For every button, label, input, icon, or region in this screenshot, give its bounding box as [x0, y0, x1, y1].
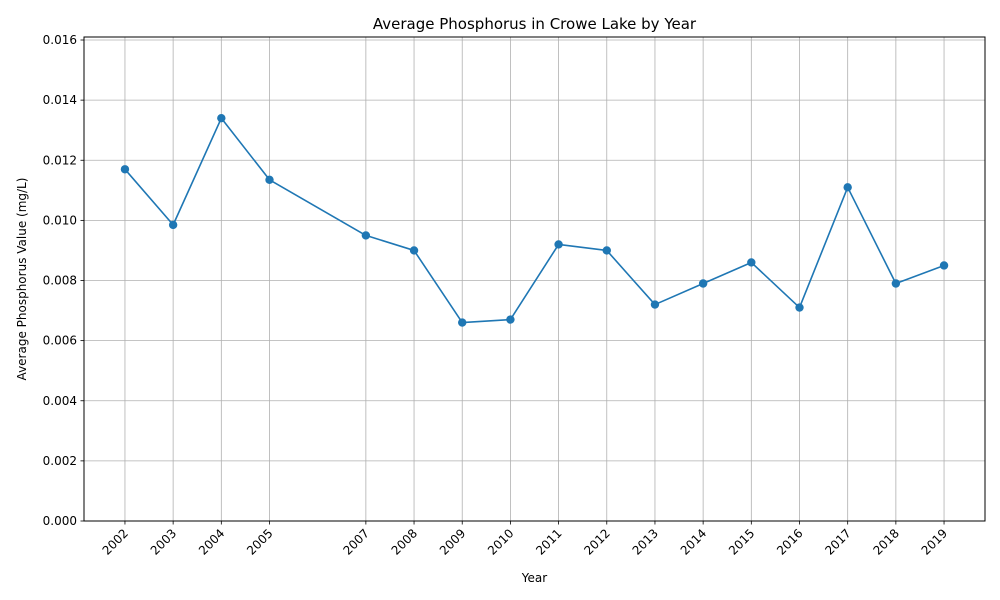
- y-tick-label: 0.008: [43, 274, 77, 288]
- data-point-marker: [458, 318, 467, 327]
- y-tick-label: 0.010: [43, 213, 77, 227]
- data-point-marker: [891, 279, 901, 288]
- x-tick-label: 2003: [148, 526, 179, 557]
- x-tick-label: 2017: [822, 526, 853, 557]
- y-axis-label: Average Phosphorus Value (mg/L): [15, 178, 29, 381]
- data-point-marker: [843, 183, 852, 192]
- data-point-marker: [795, 303, 804, 312]
- x-tick-label: 2014: [678, 526, 709, 557]
- y-axis-ticks: 0.000 0.002 0.004 0.006 0.008 0.010 0.012 0.014…: [43, 33, 84, 528]
- data-point-marker: [747, 258, 756, 267]
- data-point-marker: [506, 315, 515, 324]
- data-point-marker: [168, 220, 178, 230]
- y-tick-label: 0.000: [43, 514, 77, 528]
- y-tick-label: 0.004: [43, 394, 77, 408]
- y-tick-label: 0.012: [43, 153, 77, 167]
- x-tick-label: 2009: [437, 526, 468, 557]
- x-tick-label: 2013: [630, 526, 661, 557]
- data-point-marker: [602, 246, 611, 255]
- x-tick-label: 2012: [581, 526, 612, 557]
- y-tick-label: 0.006: [43, 334, 77, 348]
- x-tick-label: 2004: [196, 526, 227, 557]
- data-point-marker: [939, 261, 949, 270]
- x-tick-label: 2015: [726, 526, 757, 557]
- data-point-marker: [361, 231, 371, 240]
- x-tick-label: 2011: [533, 526, 564, 557]
- y-tick-label: 0.002: [43, 454, 77, 468]
- data-point-marker: [409, 246, 419, 255]
- x-axis-ticks: 2002 2003 2004 2005 2007 2008 2009 2010 2011 2012…: [100, 521, 950, 558]
- x-tick-label: 2018: [870, 526, 901, 557]
- x-tick-label: 2016: [774, 526, 805, 557]
- y-tick-label: 0.014: [43, 93, 77, 107]
- data-point-marker: [120, 165, 130, 174]
- data-point-marker: [217, 113, 226, 123]
- data-point-marker: [554, 240, 563, 249]
- series-layer: [120, 113, 949, 327]
- x-tick-label: 2010: [485, 526, 516, 557]
- data-point-marker: [650, 300, 660, 309]
- x-tick-label: 2005: [244, 526, 275, 557]
- x-tick-label: 2007: [340, 526, 371, 557]
- chart-title: Average Phosphorus in Crowe Lake by Year: [373, 15, 697, 33]
- x-tick-label: 2002: [100, 526, 131, 557]
- data-point-marker: [698, 279, 708, 288]
- grid-lines: [84, 37, 985, 522]
- x-tick-label: 2008: [389, 526, 420, 557]
- plot-frame: [83, 36, 986, 522]
- x-axis-label: Year: [521, 571, 547, 585]
- y-tick-label: 0.016: [43, 33, 77, 47]
- x-tick-label: 2019: [919, 526, 950, 557]
- data-point-marker: [265, 175, 274, 184]
